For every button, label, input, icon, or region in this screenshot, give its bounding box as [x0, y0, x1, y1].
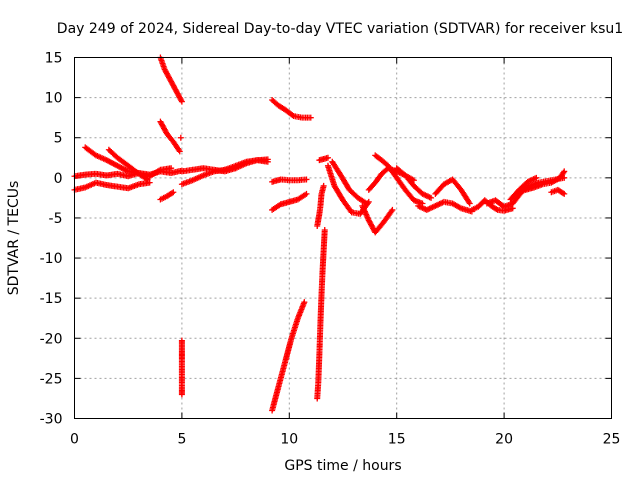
series-arc-25: [393, 165, 435, 201]
series-arc-16: [269, 190, 310, 213]
data-point: [321, 226, 328, 233]
y-tick-label: -30: [40, 412, 63, 428]
grid: [74, 57, 612, 419]
series-arc-18: [314, 226, 328, 402]
x-tick-label: 20: [495, 432, 513, 448]
series-arc-24: [372, 152, 426, 207]
data-point: [301, 299, 308, 306]
data-point: [156, 167, 163, 174]
y-tick-label: 10: [45, 91, 63, 107]
chart-title: Day 249 of 2024, Sidereal Day-to-day VTE…: [57, 21, 623, 37]
y-tick-label: 5: [54, 131, 63, 147]
x-tick-label: 10: [280, 432, 298, 448]
series-arc-17: [314, 182, 327, 229]
x-tick-label: 5: [177, 432, 186, 448]
data-point: [428, 194, 435, 201]
data-points: [71, 54, 568, 414]
series-arc-07: [157, 189, 177, 203]
series-arc-30: [507, 174, 540, 203]
series-arc-32: [548, 186, 568, 197]
data-point: [466, 200, 473, 207]
data-point: [176, 148, 183, 155]
series-arc-04: [105, 146, 151, 183]
data-point: [178, 97, 185, 104]
data-point: [388, 208, 395, 215]
data-point: [561, 190, 568, 197]
y-tick-label: -5: [49, 211, 63, 227]
series-arc-21: [329, 158, 370, 207]
data-point: [561, 168, 568, 175]
series-arc-09: [178, 165, 239, 188]
series-arc-31: [522, 168, 568, 193]
data-point: [168, 165, 175, 172]
data-point: [303, 176, 310, 183]
y-tick-label: -10: [40, 251, 63, 267]
series-arc-05: [157, 54, 185, 105]
y-tick-label: -25: [40, 371, 63, 387]
data-point: [389, 206, 396, 213]
x-tick-label: 0: [70, 432, 79, 448]
series-arc-10: [221, 157, 271, 173]
x-tick-label: 15: [388, 432, 406, 448]
y-tick-label: 0: [54, 171, 63, 187]
series-arc-11: [178, 337, 185, 398]
data-point: [177, 134, 184, 141]
data-point: [123, 167, 130, 174]
series-arc-06: [157, 118, 183, 155]
data-point: [363, 200, 370, 207]
series-arc-13: [269, 299, 308, 414]
y-axis-label: SDTVAR / TECUs: [6, 181, 22, 296]
y-tick-label: -15: [40, 291, 63, 307]
series-arc-15: [269, 176, 310, 185]
series-arc-14: [269, 97, 314, 121]
data-point: [264, 158, 271, 165]
axis-ticks: 0 5 10 15 20 25 -30 -25 -20 -15 -10 -5 0 5 10 15: [40, 51, 621, 448]
data-point: [144, 176, 151, 183]
data-point: [493, 206, 500, 213]
series-arc-02: [71, 179, 153, 193]
data-point: [170, 189, 177, 196]
y-tick-label: -20: [40, 331, 63, 347]
data-point: [178, 391, 185, 398]
series-arc-27: [432, 176, 473, 207]
y-tick-label: 15: [45, 51, 63, 67]
plot-frame: [74, 57, 612, 419]
data-point: [146, 179, 153, 186]
data-point: [303, 190, 310, 197]
x-tick-label: 25: [603, 432, 621, 448]
data-point: [533, 174, 540, 181]
data-point: [559, 190, 566, 197]
data-point: [289, 112, 296, 119]
series-arc-12: [177, 134, 184, 141]
x-axis-label: GPS time / hours: [284, 458, 401, 474]
data-point: [560, 169, 567, 176]
data-point: [169, 190, 176, 197]
data-point: [178, 98, 185, 105]
series-arc-22: [359, 202, 396, 236]
data-point: [307, 114, 314, 121]
data-point: [320, 182, 327, 189]
data-point: [324, 154, 331, 161]
series-arc-19: [316, 154, 331, 164]
